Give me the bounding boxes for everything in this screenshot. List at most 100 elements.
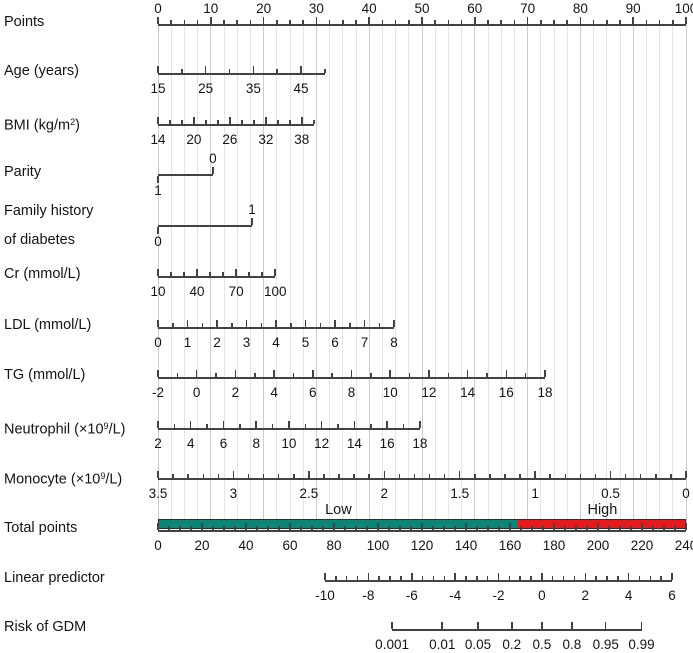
axis-tick	[562, 576, 565, 580]
label-text: Total points	[4, 520, 78, 536]
axis-tick	[344, 526, 346, 530]
axis-tick	[187, 474, 189, 478]
tick-label: 1	[531, 486, 539, 501]
axis-tick	[595, 576, 597, 580]
axis-tick	[609, 471, 612, 478]
axis-tick	[176, 373, 179, 377]
axis-tick	[549, 474, 551, 478]
axis-tick	[486, 576, 489, 580]
tick-label: 240	[674, 538, 693, 553]
axis-tick	[638, 576, 641, 580]
grid-line	[434, 24, 436, 530]
label-text: Monocyte (×10	[4, 471, 101, 488]
axis-tick	[205, 120, 207, 124]
axis-tick	[381, 20, 384, 24]
axis-tick	[389, 576, 391, 580]
axis-tick	[157, 471, 159, 478]
tick-label: 2	[581, 588, 590, 603]
row-label-points: Points	[4, 14, 44, 31]
axis-tick	[671, 573, 673, 580]
row-label-ldl: LDL (mmol/L)	[4, 317, 91, 334]
label-text: TG (mmol/L)	[4, 367, 86, 383]
axis-tick	[400, 576, 402, 580]
tick-label: 100	[263, 284, 287, 299]
superscript: 2	[70, 117, 76, 127]
axis-tick	[368, 474, 370, 478]
tick-label: 15	[150, 81, 166, 96]
axis-tick	[606, 576, 608, 580]
axis-tick	[157, 175, 159, 183]
tick-label: -6	[405, 588, 418, 603]
axis-tick	[169, 120, 171, 124]
tick-label: 0	[192, 385, 201, 400]
axis-tick	[334, 320, 336, 327]
axis-tick	[526, 17, 529, 24]
tick-label: 220	[630, 538, 654, 553]
axis-tick	[239, 424, 241, 428]
axis-tick	[564, 526, 566, 530]
axis-tick	[353, 474, 355, 478]
axis-tick	[655, 474, 657, 478]
axis-tick	[454, 573, 456, 580]
axis-tick	[511, 622, 513, 629]
axis-tick	[241, 120, 243, 124]
axis-tick	[255, 421, 257, 428]
tick-label: 8	[347, 385, 356, 400]
grid-line	[487, 24, 489, 530]
axis-tick	[290, 323, 292, 327]
axis-tick	[579, 17, 582, 24]
axis-tick	[157, 269, 159, 276]
tick-label: 2	[154, 436, 162, 451]
axis-tick	[432, 576, 435, 580]
axis-tick	[658, 20, 661, 24]
axis-tick	[434, 20, 436, 24]
axis-tick	[674, 526, 676, 530]
label-text: /L)	[105, 471, 123, 488]
axis-tick	[201, 323, 203, 327]
axis-tick	[157, 523, 159, 530]
axis-tick	[443, 526, 445, 530]
axis-tick	[301, 117, 303, 124]
tick-label: 6	[331, 335, 339, 350]
tick-label: 20	[186, 132, 202, 147]
axis-tick	[641, 523, 643, 530]
tick-label: 16	[379, 436, 395, 451]
tick-label: 4	[272, 335, 280, 350]
tick-label: 6	[219, 436, 228, 451]
row-label-age: Age (years)	[4, 63, 79, 80]
axis-tick	[645, 20, 648, 24]
axis-tick	[262, 474, 265, 478]
axis-tick	[304, 320, 307, 327]
axis-tick	[370, 373, 372, 377]
tick-label: 0.5	[532, 637, 552, 652]
axis-tick	[500, 20, 502, 24]
tick-label: 0	[682, 486, 690, 501]
label-text: Risk of GDM	[4, 619, 87, 635]
tick-label: 80	[326, 538, 342, 553]
axis-tick	[312, 370, 314, 377]
grid-line	[606, 24, 608, 530]
axis-tick	[196, 20, 199, 24]
tick-label: 60	[282, 538, 298, 553]
axis-tick	[311, 526, 313, 530]
grid-line	[527, 24, 529, 530]
row-label-bmi: BMI (kg/m2)	[4, 114, 80, 134]
axis-tick	[411, 573, 413, 580]
tick-label: 0.001	[375, 637, 409, 652]
tick-label: 0	[154, 538, 162, 553]
axis-tick	[157, 421, 159, 428]
axis-tick	[564, 474, 567, 478]
axis-tick	[308, 471, 310, 478]
tick-label: 0	[154, 335, 162, 350]
grid-line	[474, 24, 476, 530]
tick-label: -8	[362, 588, 375, 603]
grid-line	[447, 24, 449, 530]
axis-tick	[624, 474, 627, 478]
axis-line-lp	[325, 580, 672, 582]
axis-tick	[276, 69, 278, 73]
tick-label: 12	[314, 436, 330, 451]
axis-tick	[398, 474, 401, 478]
tick-label: 20	[194, 538, 210, 553]
axis-tick	[617, 576, 619, 580]
axis-tick	[443, 474, 446, 478]
